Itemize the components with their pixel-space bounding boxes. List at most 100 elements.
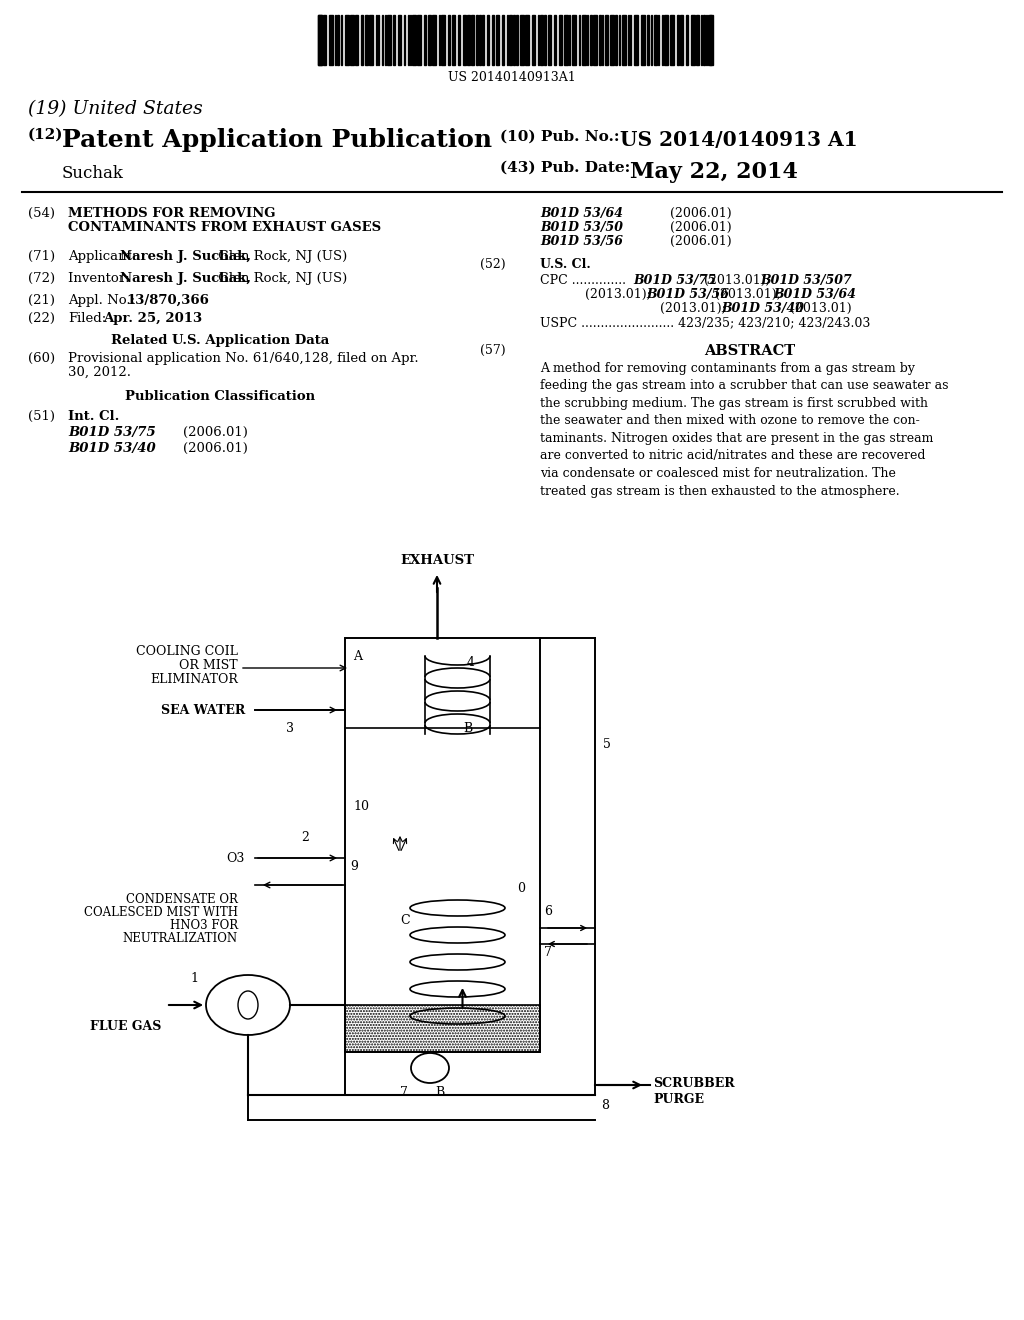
Bar bbox=[467, 15, 470, 65]
Text: (52): (52) bbox=[480, 257, 506, 271]
Bar bbox=[623, 15, 626, 65]
Bar bbox=[417, 15, 421, 65]
Text: CPC ..............: CPC .............. bbox=[540, 275, 630, 286]
Bar bbox=[366, 15, 368, 65]
Bar bbox=[571, 15, 575, 65]
Text: 1: 1 bbox=[190, 972, 198, 985]
Text: 9: 9 bbox=[350, 861, 357, 873]
Text: (71): (71) bbox=[28, 249, 55, 263]
Text: Naresh J. Suchak,: Naresh J. Suchak, bbox=[120, 272, 251, 285]
Bar bbox=[350, 15, 354, 65]
Text: B: B bbox=[435, 1086, 444, 1100]
Bar bbox=[525, 15, 529, 65]
Bar bbox=[479, 15, 480, 65]
Bar bbox=[509, 15, 512, 65]
Bar bbox=[654, 15, 657, 65]
Bar bbox=[428, 15, 431, 65]
Text: (10) Pub. No.:: (10) Pub. No.: bbox=[500, 129, 620, 144]
Text: Patent Application Publication: Patent Application Publication bbox=[62, 128, 493, 152]
Text: Filed:: Filed: bbox=[68, 312, 106, 325]
Bar bbox=[691, 15, 695, 65]
Text: May 22, 2014: May 22, 2014 bbox=[630, 161, 798, 183]
Bar bbox=[545, 15, 546, 65]
Text: (2006.01): (2006.01) bbox=[183, 426, 248, 440]
Bar bbox=[393, 15, 395, 65]
Bar bbox=[646, 15, 649, 65]
Text: Appl. No.:: Appl. No.: bbox=[68, 294, 139, 308]
Text: 8: 8 bbox=[601, 1100, 609, 1111]
Bar bbox=[670, 15, 674, 65]
Bar bbox=[609, 15, 613, 65]
Text: B01D 53/75: B01D 53/75 bbox=[68, 426, 156, 440]
Text: B01D 53/64: B01D 53/64 bbox=[773, 288, 856, 301]
Text: U.S. Cl.: U.S. Cl. bbox=[540, 257, 591, 271]
Text: B01D 53/56: B01D 53/56 bbox=[540, 235, 623, 248]
Bar bbox=[696, 15, 699, 65]
Text: PURGE: PURGE bbox=[653, 1093, 705, 1106]
Text: 10: 10 bbox=[353, 800, 369, 813]
Ellipse shape bbox=[410, 954, 505, 970]
Text: C: C bbox=[400, 913, 410, 927]
Text: (54): (54) bbox=[28, 207, 55, 220]
Bar bbox=[554, 15, 556, 65]
Text: OR MIST: OR MIST bbox=[179, 659, 238, 672]
Bar bbox=[513, 15, 514, 65]
Ellipse shape bbox=[411, 1053, 449, 1082]
Text: NEUTRALIZATION: NEUTRALIZATION bbox=[123, 932, 238, 945]
Bar bbox=[413, 15, 416, 65]
Bar bbox=[449, 15, 450, 65]
Text: 3: 3 bbox=[286, 722, 294, 735]
Text: 7: 7 bbox=[400, 1086, 408, 1100]
Bar bbox=[615, 15, 617, 65]
Text: Related U.S. Application Data: Related U.S. Application Data bbox=[111, 334, 329, 347]
Text: (2013.01);: (2013.01); bbox=[700, 275, 774, 286]
Text: COALESCED MIST WITH: COALESCED MIST WITH bbox=[84, 906, 238, 919]
Text: 6: 6 bbox=[544, 906, 552, 917]
Text: ELIMINATOR: ELIMINATOR bbox=[151, 673, 238, 686]
Text: B01D 53/40: B01D 53/40 bbox=[721, 302, 804, 315]
Text: (60): (60) bbox=[28, 352, 55, 366]
Bar bbox=[680, 15, 683, 65]
Text: (2006.01): (2006.01) bbox=[670, 235, 731, 248]
Text: 0: 0 bbox=[517, 882, 525, 895]
Text: B01D 53/40: B01D 53/40 bbox=[68, 442, 156, 455]
Text: 2: 2 bbox=[301, 832, 309, 843]
Text: (2013.01): (2013.01) bbox=[786, 302, 852, 315]
Text: Int. Cl.: Int. Cl. bbox=[68, 411, 120, 422]
Text: Apr. 25, 2013: Apr. 25, 2013 bbox=[103, 312, 202, 325]
Text: (19) United States: (19) United States bbox=[28, 100, 203, 117]
Text: (2013.01);: (2013.01); bbox=[660, 302, 730, 315]
Bar bbox=[703, 15, 705, 65]
Text: US 2014/0140913 A1: US 2014/0140913 A1 bbox=[620, 129, 858, 150]
Text: COOLING COIL: COOLING COIL bbox=[136, 645, 238, 657]
Text: (2013.01);: (2013.01); bbox=[711, 288, 784, 301]
Bar bbox=[453, 15, 456, 65]
Bar bbox=[398, 15, 400, 65]
Text: (72): (72) bbox=[28, 272, 55, 285]
Text: (12): (12) bbox=[28, 128, 63, 143]
Text: (51): (51) bbox=[28, 411, 55, 422]
Bar bbox=[582, 15, 586, 65]
Text: (21): (21) bbox=[28, 294, 55, 308]
Text: 13/870,366: 13/870,366 bbox=[126, 294, 209, 308]
Text: USPC ........................ 423/235; 423/210; 423/243.03: USPC ........................ 423/235; 4… bbox=[540, 315, 870, 329]
Bar bbox=[593, 15, 597, 65]
Bar bbox=[630, 15, 631, 65]
Text: US 20140140913A1: US 20140140913A1 bbox=[449, 71, 575, 84]
Text: Naresh J. Suchak,: Naresh J. Suchak, bbox=[120, 249, 251, 263]
Text: SCRUBBER: SCRUBBER bbox=[653, 1077, 734, 1090]
Text: FLUE GAS: FLUE GAS bbox=[90, 1020, 161, 1034]
Bar bbox=[708, 15, 711, 65]
Text: Suchak: Suchak bbox=[62, 165, 124, 182]
Bar bbox=[318, 15, 322, 65]
Ellipse shape bbox=[410, 900, 505, 916]
Bar bbox=[345, 15, 349, 65]
Bar bbox=[532, 15, 536, 65]
Bar bbox=[369, 15, 373, 65]
Text: B01D 53/50: B01D 53/50 bbox=[540, 220, 623, 234]
Text: 7: 7 bbox=[544, 946, 552, 960]
Text: (22): (22) bbox=[28, 312, 55, 325]
Text: B01D 53/56: B01D 53/56 bbox=[646, 288, 729, 301]
Text: B01D 53/75: B01D 53/75 bbox=[633, 275, 716, 286]
Bar bbox=[559, 15, 562, 65]
